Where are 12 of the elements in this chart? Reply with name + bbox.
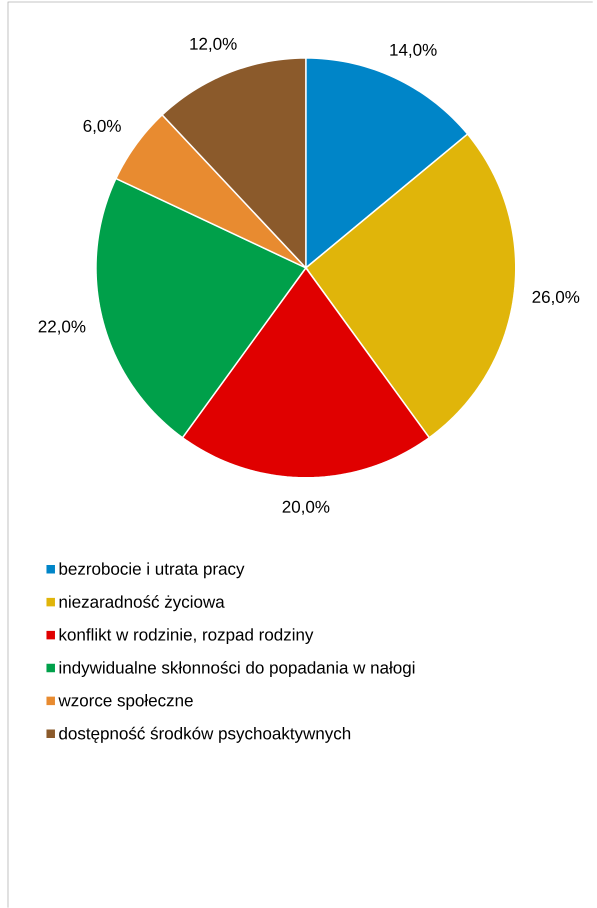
data-label: 12,0%	[190, 38, 237, 52]
legend-label: niezaradność życiowa	[60, 595, 225, 612]
data-label: 6,0%	[84, 120, 121, 134]
data-label: 22,0%	[38, 320, 86, 335]
legend-label: indywidualne skłonności do popadania w nałogi	[60, 660, 414, 678]
legend-label: dostępność środków psychoaktywnych	[59, 726, 350, 743]
legend-label: konflikt w rodzinie, rozpad rodziny	[60, 628, 314, 644]
data-label: 14,0%	[390, 44, 437, 58]
data-label: 20,0%	[282, 500, 330, 515]
data-label: 26,0%	[532, 290, 580, 305]
legend-label: bezrobocie i utrata pracy	[60, 562, 245, 578]
legend-label: wzorce społeczne	[58, 694, 193, 710]
